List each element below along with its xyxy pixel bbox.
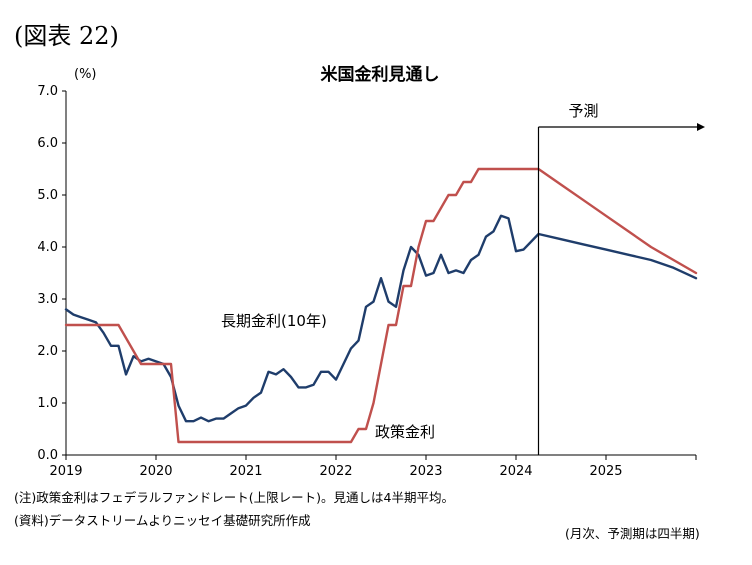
x-tick-label: 2021 [229,464,262,479]
chart-title: 米国金利見通し [321,64,440,85]
footnote-source: (資料)データストリームよりニッセイ基礎研究所作成 [14,513,311,528]
y-axis-unit: (%) [74,67,97,82]
x-tick-label: 2019 [49,464,82,479]
series-label-10y: 長期金利(10年) [221,312,327,330]
y-tick-label: 2.0 [37,344,58,359]
y-tick-label: 6.0 [37,136,58,151]
y-tick-label: 1.0 [37,396,58,411]
x-tick-label: 2022 [319,464,352,479]
footnote-frequency: (月次、予測期は四半期) [565,526,700,541]
y-tick-label: 7.0 [37,84,58,99]
figure-label: (図表 22) [14,22,119,50]
y-tick-label: 0.0 [37,448,58,463]
y-tick-label: 5.0 [37,188,58,203]
y-tick-label: 4.0 [37,240,58,255]
series-label-policy: 政策金利 [375,423,435,441]
y-tick-label: 3.0 [37,292,58,307]
x-tick-label: 2023 [409,464,442,479]
forecast-label: 予測 [569,102,599,120]
x-tick-label: 2020 [139,464,172,479]
series-line-policy [64,167,698,444]
x-tick-label: 2024 [499,464,532,479]
series-line-10y [64,214,698,423]
x-tick-label: 2025 [589,464,622,479]
footnote-note: (注)政策金利はフェデラルファンドレート(上限レート)。見通しは4半期平均。 [14,490,454,505]
forecast-arrowhead [697,123,705,131]
